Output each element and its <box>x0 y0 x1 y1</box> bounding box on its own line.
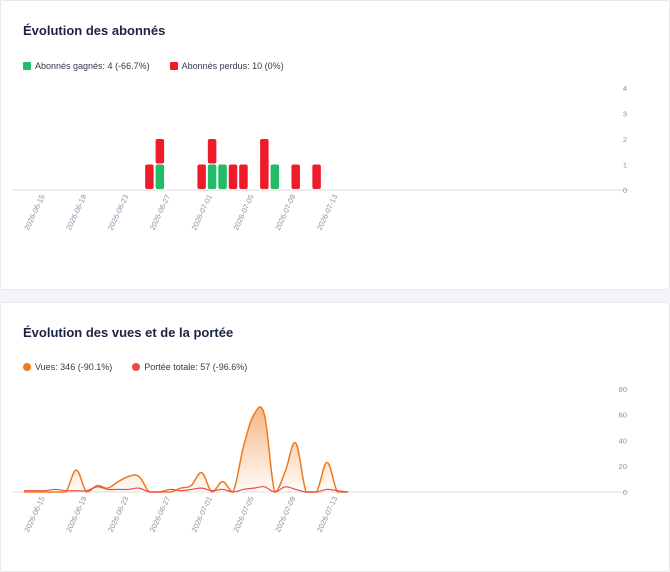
views-reach-y-tick-label: 20 <box>619 462 627 471</box>
line-reach[interactable] <box>24 486 349 493</box>
bar-lost-2026-07-04[interactable] <box>239 164 248 190</box>
views-reach-x-tick-label: 2026-07-09 <box>273 495 297 534</box>
subscribers-x-tick-label: 2026-07-13 <box>315 193 339 232</box>
views-reach-x-tick-label: 2026-06-27 <box>148 495 172 534</box>
views-reach-x-tick-label: 2026-07-13 <box>315 495 339 534</box>
bar-lost-2026-07-01[interactable] <box>207 139 217 164</box>
bar-gained-2026-06-26[interactable] <box>155 164 165 190</box>
legend-label-views: Vues: 346 (-90.1%) <box>35 362 113 372</box>
views-reach-x-tick-label: 2026-06-19 <box>64 495 88 534</box>
views-reach-x-tick-label: 2026-06-15 <box>22 495 46 534</box>
views-reach-chart-title: Évolution des vues et de la portée <box>23 325 234 340</box>
subscribers-card: Évolution des abonnés Abonnés gagnés: 4 … <box>0 0 670 290</box>
bar-gained-2026-07-01[interactable] <box>207 164 217 190</box>
legend-item-reach[interactable]: Portée totale: 57 (-96.6%) <box>132 362 247 372</box>
subscribers-x-tick-label: 2026-06-23 <box>106 193 130 232</box>
bar-lost-2026-07-09[interactable] <box>291 164 300 190</box>
legend-item-gained[interactable]: Abonnés gagnés: 4 (-66.7%) <box>23 61 150 71</box>
subscribers-chart-title: Évolution des abonnés <box>23 23 166 38</box>
views-reach-y-tick-label: 80 <box>619 385 627 394</box>
subscribers-y-tick-label: 2 <box>623 135 627 144</box>
legend-label-gained: Abonnés gagnés: 4 (-66.7%) <box>35 61 150 71</box>
legend-label-reach: Portée totale: 57 (-96.6%) <box>144 362 248 372</box>
subscribers-y-tick-label: 4 <box>623 84 627 93</box>
subscribers-y-tick-label: 0 <box>623 186 627 195</box>
legend-label-lost: Abonnés perdus: 10 (0%) <box>181 61 284 71</box>
views-reach-x-tick-label: 2026-07-01 <box>190 495 214 534</box>
subscribers-y-tick-label: 3 <box>623 110 627 119</box>
subscribers-x-tick-label: 2026-06-27 <box>148 193 172 232</box>
subscribers-legend: Abonnés gagnés: 4 (-66.7%) Abonnés perdu… <box>23 61 284 71</box>
bar-lost-2026-07-03[interactable] <box>228 164 238 190</box>
views-reach-y-tick-label: 60 <box>619 411 627 420</box>
legend-swatch-views <box>23 363 31 371</box>
legend-item-views[interactable]: Vues: 346 (-90.1%) <box>23 362 112 372</box>
subscribers-bar-chart: 0 1 2 3 4 2026-06-15 2026-06-19 2026-06-23 2026-… <box>13 84 629 232</box>
line-views[interactable] <box>23 406 348 493</box>
subscribers-x-tick-label: 2026-06-19 <box>64 193 88 232</box>
legend-item-lost[interactable]: Abonnés perdus: 10 (0%) <box>169 61 284 71</box>
views-reach-legend: Vues: 346 (-90.1%) Portée totale: 57 (-9… <box>23 362 247 372</box>
views-reach-y-tick-label: 40 <box>619 436 627 445</box>
views-reach-card: Évolution des vues et de la portée Vues:… <box>0 302 670 572</box>
legend-swatch-reach <box>132 363 141 371</box>
subscribers-x-tick-label: 2026-07-05 <box>231 193 255 232</box>
bar-gained-2026-07-02[interactable] <box>218 164 227 190</box>
legend-swatch-gained <box>23 62 31 70</box>
subscribers-y-tick-label: 1 <box>623 161 627 170</box>
subscribers-x-tick-label: 2026-07-09 <box>273 193 297 232</box>
views-reach-y-tick-label: 0 <box>623 488 627 497</box>
bar-lost-2026-07-06[interactable] <box>260 139 269 189</box>
bar-lost-2026-07-11[interactable] <box>312 164 321 190</box>
subscribers-x-tick-label: 2026-07-01 <box>190 193 214 232</box>
bar-lost-2026-06-30[interactable] <box>197 164 206 190</box>
views-reach-x-tick-label: 2026-06-23 <box>106 495 130 534</box>
views-reach-x-tick-label: 2026-07-05 <box>231 495 255 534</box>
bar-lost-2026-06-25[interactable] <box>145 164 154 190</box>
views-reach-area-chart: 0 20 40 60 80 2026-06-15 2026-06-19 2026-06-23 2… <box>13 385 629 534</box>
bar-gained-2026-07-07[interactable] <box>270 164 280 190</box>
subscribers-x-tick-label: 2026-06-15 <box>22 193 46 232</box>
legend-swatch-lost <box>169 62 178 70</box>
area-views <box>24 406 348 492</box>
bar-lost-2026-06-26[interactable] <box>155 139 165 164</box>
